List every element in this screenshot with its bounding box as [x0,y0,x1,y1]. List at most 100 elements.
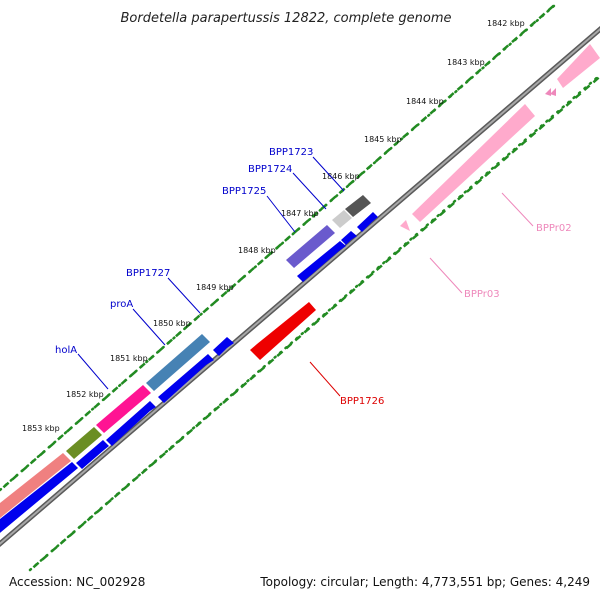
bpp1726-feature[interactable] [250,302,316,360]
upper-tick [493,52,500,59]
bppr02-leader [501,192,534,227]
lower-tick [520,139,528,146]
tick-label-1847: 1847 kbp [281,209,319,218]
gene-label-bpp1727[interactable]: BPP1727 [126,268,170,279]
lower-tick [59,538,67,545]
upper-tick [338,187,346,195]
lower-tick [104,499,112,506]
lower-tick [402,241,410,248]
lower-tick [41,553,49,561]
upper-tick [47,441,55,449]
lower-tick [158,452,166,459]
upper-tick [411,123,419,131]
lower-tick [95,507,103,514]
lower-tick [321,311,329,318]
lower-tick [538,123,546,131]
holA-leader [77,353,109,390]
upper-tick [193,314,201,322]
gene-label-bpp1723[interactable]: BPP1723 [269,147,313,158]
bpp1727-feature[interactable] [146,334,210,391]
cds-arrow[interactable] [213,337,234,356]
lower-tick [68,530,76,537]
lower-tick [213,405,221,412]
gene-label-bppr02[interactable]: BPPr02 [536,223,572,234]
lower-tick [131,475,139,483]
holA-feature[interactable] [66,427,102,459]
upper-tick [202,306,210,314]
lower-tick [357,280,365,287]
lower-tick [231,389,239,397]
rna-small-arrow[interactable] [545,88,551,96]
upper-tick [247,267,255,274]
gene-label-bpp1725[interactable]: BPP1725 [222,186,266,197]
lower-tick [529,131,537,138]
lower-tick [484,170,492,178]
lower-tick [285,342,293,350]
upper-tick [229,282,237,290]
upper-tick [29,457,37,465]
proA-feature[interactable] [96,385,151,433]
upper-tick [402,131,410,139]
upper-tick [120,378,128,385]
tick-label-1852: 1852 kbp [66,390,104,399]
cds-arrow[interactable] [76,440,109,469]
lower-tick [411,233,419,240]
rna-small-arrow[interactable] [550,88,556,96]
lower-tick [502,154,510,162]
rna-feature-right[interactable] [557,44,600,88]
lower-tick [475,178,483,185]
bpp1724-leader [292,172,327,210]
lower-tick [32,561,40,569]
upper-tick [102,394,110,401]
cds-arrow[interactable] [106,401,156,446]
bppr02-feature[interactable] [412,104,535,222]
bppr03-feature[interactable] [400,220,410,231]
lower-tick [86,514,94,522]
label-leader-lines [77,156,534,397]
upper-tick [84,410,92,417]
upper-tick [175,330,183,338]
upper-tick [93,402,101,409]
upper-tick [166,338,173,346]
cds-arrow[interactable] [158,354,214,403]
lower-tick [267,358,275,365]
upper-tick [465,76,473,83]
tick-label-1846: 1846 kbp [322,172,360,181]
lower-tick [438,209,446,217]
lower-tick [195,420,203,428]
gene-label-holA[interactable]: holA [55,345,77,356]
lower-tick [466,186,474,193]
upper-tick [483,60,491,67]
lower-tick [511,147,519,154]
upper-tick [356,171,364,179]
bpp1723-feature[interactable] [345,195,371,217]
bpp1725-feature[interactable] [286,225,335,268]
upper-tick [347,179,355,187]
cds-arrow[interactable] [357,212,378,232]
upper-tick [374,155,382,163]
upper-tick [438,100,446,107]
gene-label-bppr03[interactable]: BPPr03 [464,289,500,300]
cds-arrow[interactable] [0,462,78,537]
lower-tick [366,272,374,279]
gene-label-bpp1724[interactable]: BPP1724 [248,164,292,175]
upper-tick [129,370,137,377]
upper-tick [111,386,119,393]
lower-features-track [250,44,600,360]
misc-feature[interactable] [0,453,71,522]
accession-label: Accession: NC_002928 [9,575,145,589]
lower-tick [493,162,501,170]
upper-tick [38,449,46,457]
upper-tick [256,259,264,266]
lower-tick [122,483,130,491]
lower-tick [276,350,284,358]
cds-arrow[interactable] [297,241,346,282]
proA-leader [132,308,166,346]
tick-label-1842: 1842 kbp [487,19,525,28]
gene-label-proA[interactable]: proA [110,299,133,310]
upper-tick [420,116,428,123]
gene-label-bpp1726[interactable]: BPP1726 [340,396,384,407]
bpp1724-feature[interactable] [332,210,352,228]
genome-summary: Topology: circular; Length: 4,773,551 bp… [259,575,590,589]
cds-arrow[interactable] [341,231,357,245]
